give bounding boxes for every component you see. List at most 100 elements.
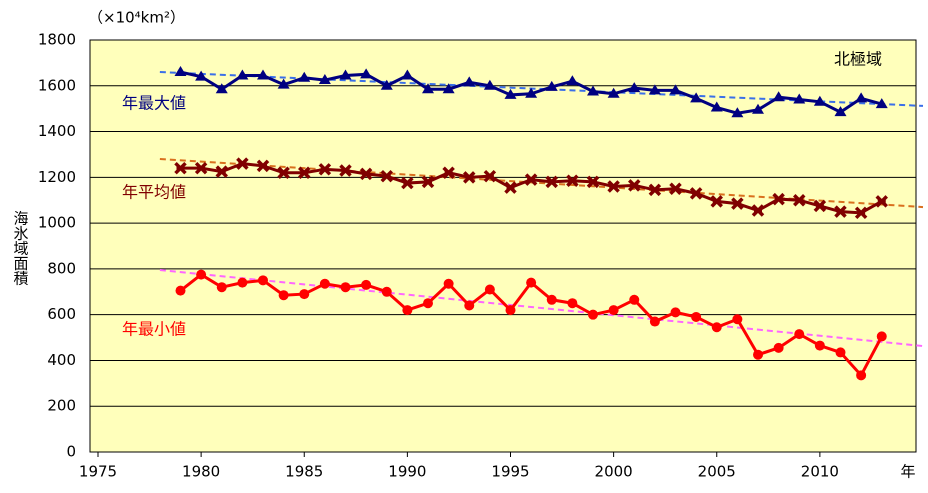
marker <box>586 175 600 189</box>
y-tick-label: 1600 <box>38 76 76 94</box>
marker <box>278 290 289 301</box>
x-tick-label: 2010 <box>801 463 839 481</box>
marker <box>772 91 785 102</box>
marker <box>793 93 806 104</box>
marker <box>359 167 373 181</box>
marker <box>794 329 805 340</box>
y-tick-label: 1400 <box>38 122 76 140</box>
marker <box>567 298 578 309</box>
marker <box>772 192 785 206</box>
marker <box>607 87 620 98</box>
marker <box>319 278 330 289</box>
marker <box>340 282 351 293</box>
marker <box>423 298 433 309</box>
marker <box>525 87 538 98</box>
x-tick-label: 1975 <box>79 463 117 481</box>
marker <box>732 314 743 325</box>
series-label: 年平均値 <box>122 183 186 202</box>
marker <box>670 307 681 318</box>
marker <box>649 316 660 327</box>
marker <box>463 76 476 87</box>
marker <box>854 206 868 220</box>
marker <box>380 169 393 183</box>
marker <box>856 370 867 381</box>
marker <box>277 166 290 179</box>
marker <box>421 175 435 189</box>
marker <box>257 69 269 80</box>
unit-label: （×10⁴km²） <box>88 9 185 27</box>
marker <box>793 193 806 207</box>
marker <box>442 83 455 94</box>
marker <box>256 159 270 173</box>
marker <box>339 69 352 80</box>
marker <box>876 331 887 342</box>
marker <box>628 82 641 93</box>
marker <box>752 103 764 114</box>
series-label: 年最大値 <box>122 94 186 113</box>
marker <box>691 311 702 322</box>
x-axis-unit: 年 <box>900 463 915 481</box>
trend-line <box>159 158 924 209</box>
plot-area <box>89 39 917 453</box>
y-tick-label: 1000 <box>38 214 76 232</box>
marker <box>216 282 227 293</box>
marker <box>443 278 454 289</box>
marker <box>648 84 661 95</box>
x-tick-label: 1990 <box>388 463 426 481</box>
x-tick-label: 1995 <box>491 463 529 481</box>
annotation: 北極域 <box>834 50 882 69</box>
y-tick-label: 200 <box>47 397 76 415</box>
marker <box>196 269 207 280</box>
marker <box>175 285 186 296</box>
marker <box>587 85 599 96</box>
marker <box>689 187 703 200</box>
marker <box>524 173 538 186</box>
trend-line <box>159 269 924 348</box>
marker <box>401 176 414 190</box>
marker <box>463 171 476 184</box>
marker <box>731 197 744 210</box>
marker <box>813 199 827 213</box>
marker <box>669 84 682 95</box>
marker <box>710 195 723 208</box>
marker <box>629 294 640 305</box>
marker <box>215 165 228 178</box>
marker <box>855 92 868 103</box>
marker <box>628 179 641 192</box>
marker <box>669 182 682 196</box>
y-tick-label: 600 <box>47 305 76 323</box>
marker <box>483 79 496 90</box>
marker <box>484 284 495 295</box>
marker <box>258 275 268 286</box>
marker <box>773 342 784 353</box>
marker <box>835 347 846 358</box>
marker <box>545 175 558 189</box>
marker <box>318 163 332 176</box>
marker <box>299 289 310 300</box>
marker <box>422 83 434 94</box>
marker <box>236 157 249 170</box>
marker <box>442 166 455 179</box>
x-tick-label: 1980 <box>182 463 220 481</box>
marker <box>318 74 331 85</box>
marker <box>731 107 744 118</box>
y-axis-label: 海氷域面積 <box>12 211 30 286</box>
marker <box>277 78 290 89</box>
marker <box>215 83 228 94</box>
marker <box>753 349 763 360</box>
marker <box>875 98 888 109</box>
marker <box>236 69 249 80</box>
y-tick-label: 800 <box>47 259 76 277</box>
marker <box>401 69 414 80</box>
marker <box>194 161 208 175</box>
marker <box>526 277 537 288</box>
marker <box>710 101 723 112</box>
marker <box>648 183 662 197</box>
marker <box>751 204 765 217</box>
marker <box>566 75 579 86</box>
marker <box>174 66 187 77</box>
marker <box>402 305 413 316</box>
marker <box>608 305 619 316</box>
marker <box>464 300 475 311</box>
